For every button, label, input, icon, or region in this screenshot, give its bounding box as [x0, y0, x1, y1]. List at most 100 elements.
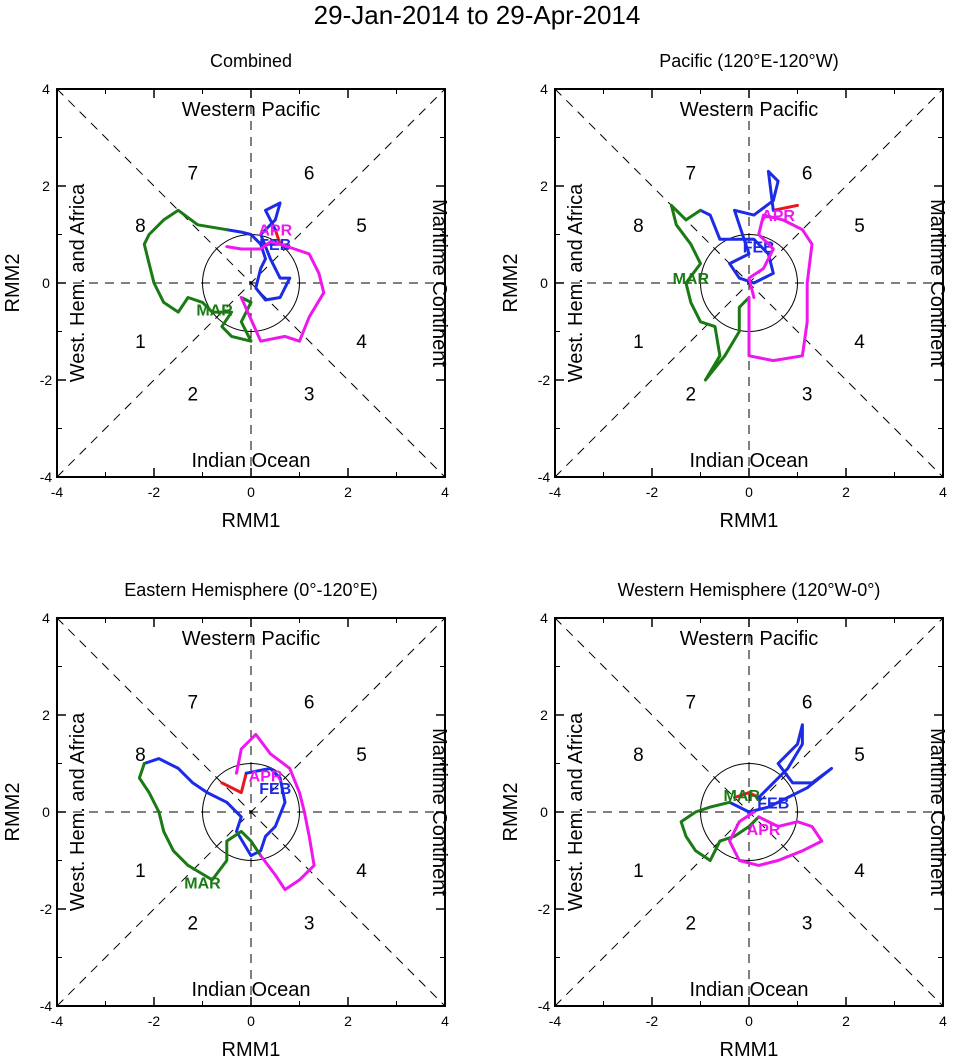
x-tick-label: 4: [939, 1013, 947, 1029]
y-tick-label: -2: [538, 901, 551, 917]
phase-label-4: 4: [356, 332, 367, 353]
trajectory-mar: [137, 762, 263, 882]
y-tick-label: -4: [538, 469, 551, 485]
region-label-left: West. Hem. and Africa: [67, 183, 89, 382]
trajectory-mar: [669, 203, 751, 382]
phase-label-8: 8: [135, 216, 146, 237]
y-tick-label: 4: [540, 610, 548, 626]
region-label-top: Western Pacific: [680, 628, 819, 650]
y-tick-label: -4: [40, 998, 53, 1014]
x-tick-label: 0: [247, 1013, 255, 1029]
x-tick-label: -2: [646, 484, 659, 500]
amplitude-circle: [202, 763, 300, 861]
region-label-bottom: Indian Ocean: [192, 450, 311, 472]
region-label-right: Maritime Continent: [428, 728, 450, 896]
region-label-right: Maritime Continent: [926, 199, 948, 367]
region-label-top: Western Pacific: [182, 628, 321, 650]
y-axis-label: RMM2: [2, 783, 24, 842]
y-axis-label: RMM2: [500, 783, 522, 842]
x-tick-label: 2: [344, 1013, 352, 1029]
region-label-bottom: Indian Ocean: [690, 979, 809, 1001]
month-label-mar: MAR: [184, 875, 221, 892]
trajectory-mar: [142, 208, 253, 343]
trajectory-mar: [679, 800, 761, 862]
panel-title: Pacific (120°E-120°W): [659, 51, 838, 71]
phase-label-5: 5: [854, 216, 865, 237]
region-label-left: West. Hem. and Africa: [67, 712, 89, 911]
panel-3: Eastern Hemisphere (0°-120°E) -4-4 -2 -2 0 0 2…: [2, 580, 450, 1060]
phase-label-7: 7: [188, 692, 199, 713]
x-axis-label: RMM1: [222, 510, 281, 532]
phase-label-1: 1: [135, 332, 146, 353]
panel-title: Western Hemisphere (120°W-0°): [618, 580, 881, 600]
month-label-feb: FEB: [259, 781, 291, 798]
phase-label-2: 2: [188, 914, 199, 935]
x-tick-label: 4: [441, 484, 449, 500]
phase-label-6: 6: [802, 163, 813, 184]
trajectory-feb: [142, 757, 287, 858]
x-tick-label: -2: [148, 484, 161, 500]
region-label-bottom: Indian Ocean: [192, 979, 311, 1001]
y-axis-label: RMM2: [2, 254, 24, 313]
panel-title: Eastern Hemisphere (0°-120°E): [124, 580, 378, 600]
y-tick-label: -2: [538, 372, 551, 388]
phase-label-4: 4: [854, 332, 865, 353]
month-label-apr: APR: [747, 822, 781, 839]
y-tick-label: 2: [540, 178, 548, 194]
x-tick-label: -2: [646, 1013, 659, 1029]
x-tick-label: -4: [51, 484, 64, 500]
x-tick-label: -2: [148, 1013, 161, 1029]
phase-label-2: 2: [188, 385, 199, 406]
y-tick-label: 0: [540, 804, 548, 820]
region-label-right: Maritime Continent: [428, 199, 450, 367]
month-label-mar: MAR: [724, 788, 761, 805]
y-tick-label: 4: [42, 610, 50, 626]
y-tick-label: 0: [42, 275, 50, 291]
phase-label-6: 6: [304, 692, 315, 713]
x-tick-label: -4: [549, 1013, 562, 1029]
x-tick-label: 2: [344, 484, 352, 500]
y-tick-label: 0: [42, 804, 50, 820]
panel-1: Combined -4-4 -2 -2 0 0 2 2 4 4 RMM1 RMM2 Western Pa…: [2, 51, 450, 532]
month-label-feb: FEB: [259, 237, 291, 254]
x-tick-label: -4: [51, 1013, 64, 1029]
panel-title: Combined: [210, 51, 292, 71]
phase-label-8: 8: [633, 216, 644, 237]
x-tick-label: -4: [549, 484, 562, 500]
phase-label-2: 2: [686, 914, 697, 935]
x-axis-label: RMM1: [720, 510, 779, 532]
x-tick-label: 2: [842, 1013, 850, 1029]
y-axis-label: RMM2: [500, 254, 522, 313]
y-tick-label: -4: [40, 469, 53, 485]
y-tick-label: -2: [40, 901, 53, 917]
x-tick-label: 0: [247, 484, 255, 500]
trajectory-apr: [235, 732, 316, 892]
month-label-apr: APR: [761, 208, 795, 225]
region-label-left: West. Hem. and Africa: [565, 183, 587, 382]
month-label-apr: APR: [258, 223, 292, 240]
y-tick-label: -4: [538, 998, 551, 1014]
y-tick-label: 4: [42, 81, 50, 97]
trajectory-apr: [225, 240, 326, 343]
phase-label-1: 1: [633, 861, 644, 882]
phase-label-1: 1: [135, 861, 146, 882]
month-label-feb: FEB: [757, 795, 789, 812]
phase-label-7: 7: [686, 163, 697, 184]
x-tick-label: 4: [939, 484, 947, 500]
phase-label-4: 4: [356, 861, 367, 882]
phase-label-6: 6: [802, 692, 813, 713]
phase-label-8: 8: [633, 745, 644, 766]
y-tick-label: 2: [540, 707, 548, 723]
trajectory-feb: [699, 169, 780, 285]
y-tick-label: -2: [40, 372, 53, 388]
x-axis-label: RMM1: [720, 1039, 779, 1060]
phase-label-5: 5: [854, 745, 865, 766]
phase-label-4: 4: [854, 861, 865, 882]
trajectory-apr: [728, 810, 824, 867]
phase-label-3: 3: [802, 385, 813, 406]
x-tick-label: 0: [745, 484, 753, 500]
phase-label-5: 5: [356, 745, 367, 766]
y-tick-label: 0: [540, 275, 548, 291]
trajectory-apr: [747, 213, 814, 363]
panel-2: Pacific (120°E-120°W) -4-4 -2 -2 0 0 2 2 4 4 RMM1 R…: [500, 51, 948, 532]
